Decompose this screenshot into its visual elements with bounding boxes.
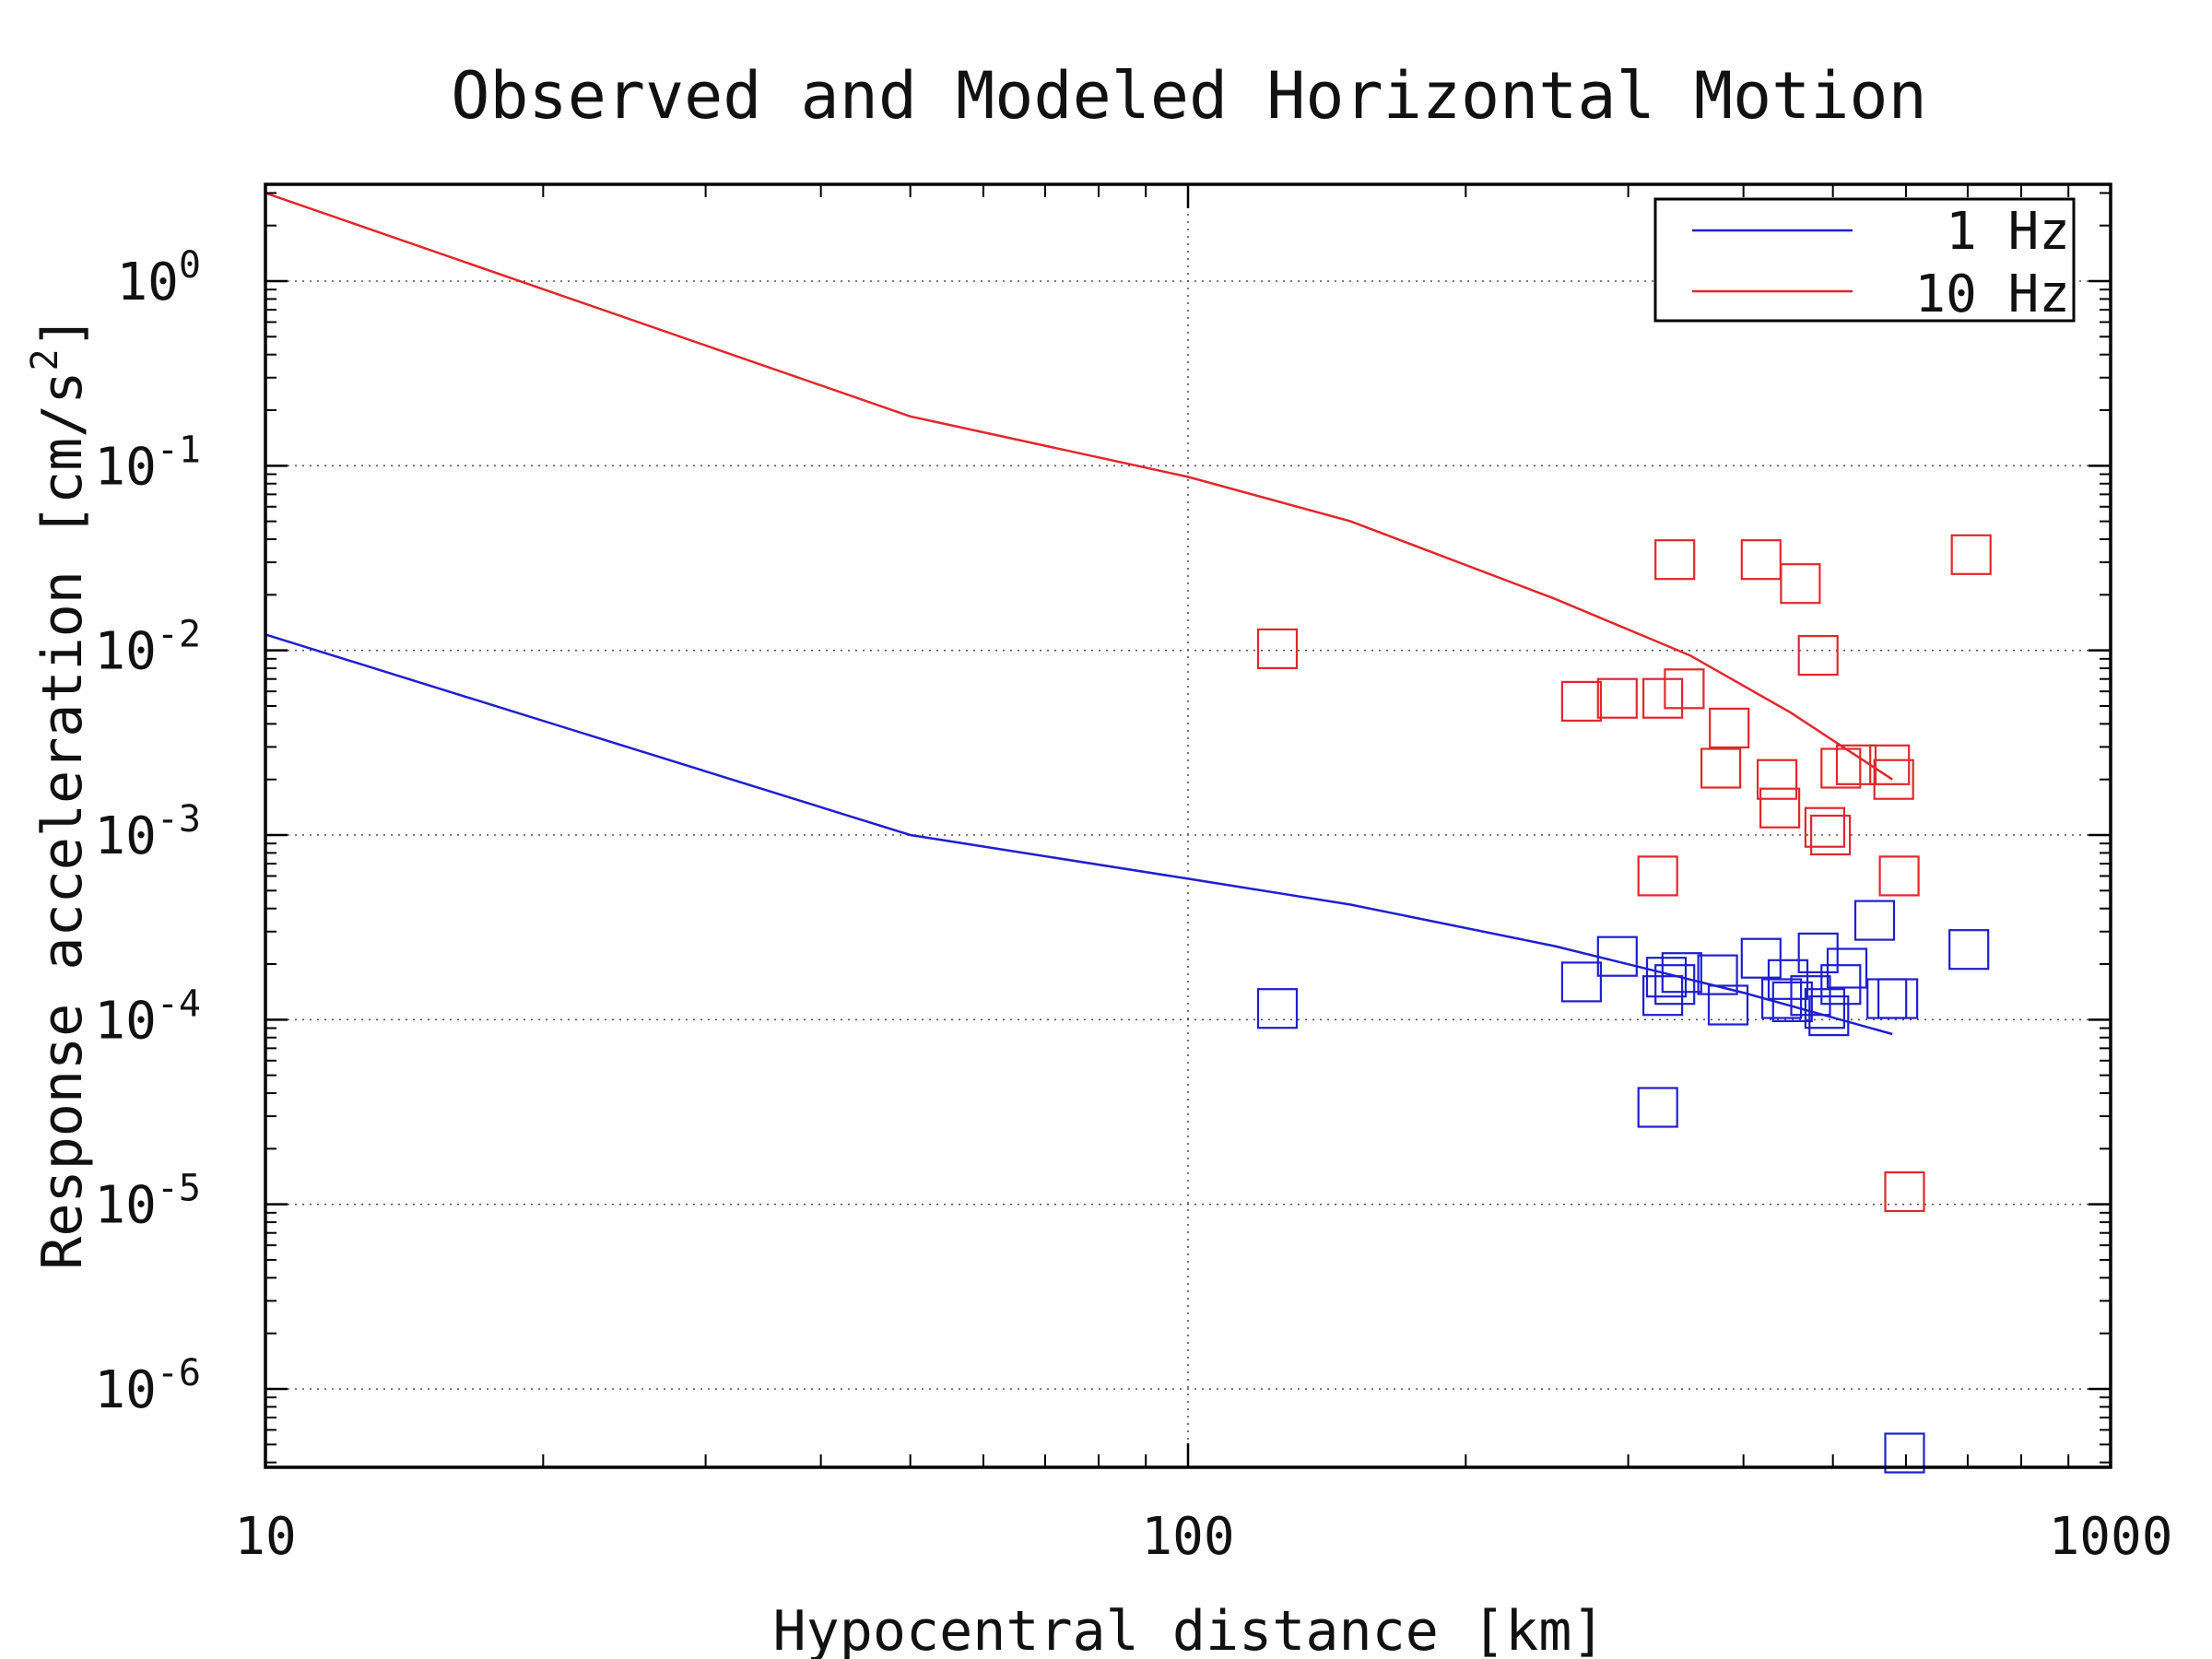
data-point-10hz	[1797, 634, 1839, 677]
data-point-10hz	[1869, 744, 1911, 785]
data-point-1hz	[1948, 929, 1990, 971]
data-point-1hz	[1645, 957, 1688, 998]
data-point-1hz	[1877, 978, 1919, 1019]
y-axis-label-superscript: 2	[24, 348, 66, 371]
data-point-1hz	[1820, 964, 1862, 1006]
data-point-1hz	[1256, 988, 1299, 1030]
data-point-10hz	[1884, 1171, 1925, 1213]
data-point-1hz	[1884, 1432, 1925, 1474]
data-point-10hz	[1654, 539, 1696, 581]
data-point-1hz	[1808, 994, 1850, 1037]
data-point-10hz	[1637, 855, 1678, 897]
data-point-10hz	[1596, 677, 1638, 719]
data-point-1hz	[1804, 988, 1846, 1030]
y-axis-label-tail: ]	[30, 315, 95, 348]
series-layer	[265, 192, 1992, 1474]
y-tick-label: 10-1	[94, 429, 201, 497]
data-point-1hz	[1797, 932, 1839, 974]
y-tick-label: 10-2	[94, 614, 201, 682]
data-point-10hz	[1873, 759, 1914, 800]
data-point-10hz	[1256, 628, 1299, 670]
data-point-10hz	[1709, 707, 1750, 749]
data-point-10hz	[1780, 563, 1821, 605]
data-point-10hz	[1950, 534, 1992, 575]
legend-label-1hz: 1 Hz	[1946, 202, 2070, 262]
data-point-10hz	[1759, 787, 1801, 829]
y-tick-label: 10-4	[94, 982, 201, 1051]
data-point-10hz	[1560, 680, 1603, 723]
data-point-1hz	[1560, 961, 1603, 1003]
data-point-10hz	[1664, 668, 1705, 710]
x-tick-label: 1000	[2049, 1507, 2173, 1567]
data-point-10hz	[1641, 677, 1684, 719]
x-tick-label: 100	[1141, 1507, 1234, 1567]
data-point-1hz	[1697, 954, 1738, 995]
data-point-10hz	[1809, 814, 1852, 856]
data-point-1hz	[1740, 937, 1782, 979]
grid-layer	[265, 184, 2111, 1467]
data-point-10hz	[1835, 744, 1877, 785]
data-point-1hz	[1866, 978, 1908, 1019]
chart-title: Observed and Modeled Horizontal Motion	[451, 58, 1926, 134]
x-axis-label: Hypocentral distance [km]	[772, 1599, 1605, 1659]
legend-label-10hz: 10 Hz	[1914, 265, 2070, 324]
data-point-1hz	[1767, 959, 1809, 1000]
data-point-1hz	[1707, 984, 1749, 1026]
axis-layer: 10 100 1000 100 10-1 10-2 10-3 10-4 10-5 10-6	[94, 182, 2173, 1567]
y-tick-label: 10-6	[94, 1352, 201, 1420]
data-point-1hz	[1654, 964, 1696, 1006]
legend-box	[1653, 197, 2076, 323]
y-tick-label: 10-5	[94, 1168, 201, 1236]
model-line-1hz	[265, 633, 1893, 1036]
data-point-1hz	[1853, 900, 1896, 941]
data-point-10hz	[1804, 806, 1846, 848]
data-point-10hz	[1756, 759, 1798, 800]
data-point-1hz	[1661, 952, 1702, 994]
y-axis-label-main: Response acceleration [cm/s	[30, 371, 95, 1269]
data-point-1hz	[1637, 1087, 1678, 1128]
y-tick-label: 10-3	[94, 798, 201, 866]
data-point-10hz	[1740, 539, 1782, 581]
y-tick-label: 100	[116, 244, 201, 312]
data-point-1hz	[1826, 947, 1868, 989]
model-line-10hz	[265, 192, 1893, 781]
data-point-1hz	[1771, 981, 1813, 1023]
legend: 1 Hz 10 Hz	[1653, 197, 2076, 324]
data-point-10hz	[1878, 855, 1920, 897]
data-point-10hz	[1820, 747, 1862, 789]
data-point-10hz	[1700, 747, 1742, 789]
y-axis-label: Response acceleration [cm/s2]	[24, 315, 95, 1270]
data-point-1hz	[1596, 935, 1638, 977]
x-tick-label: 10	[234, 1507, 296, 1567]
